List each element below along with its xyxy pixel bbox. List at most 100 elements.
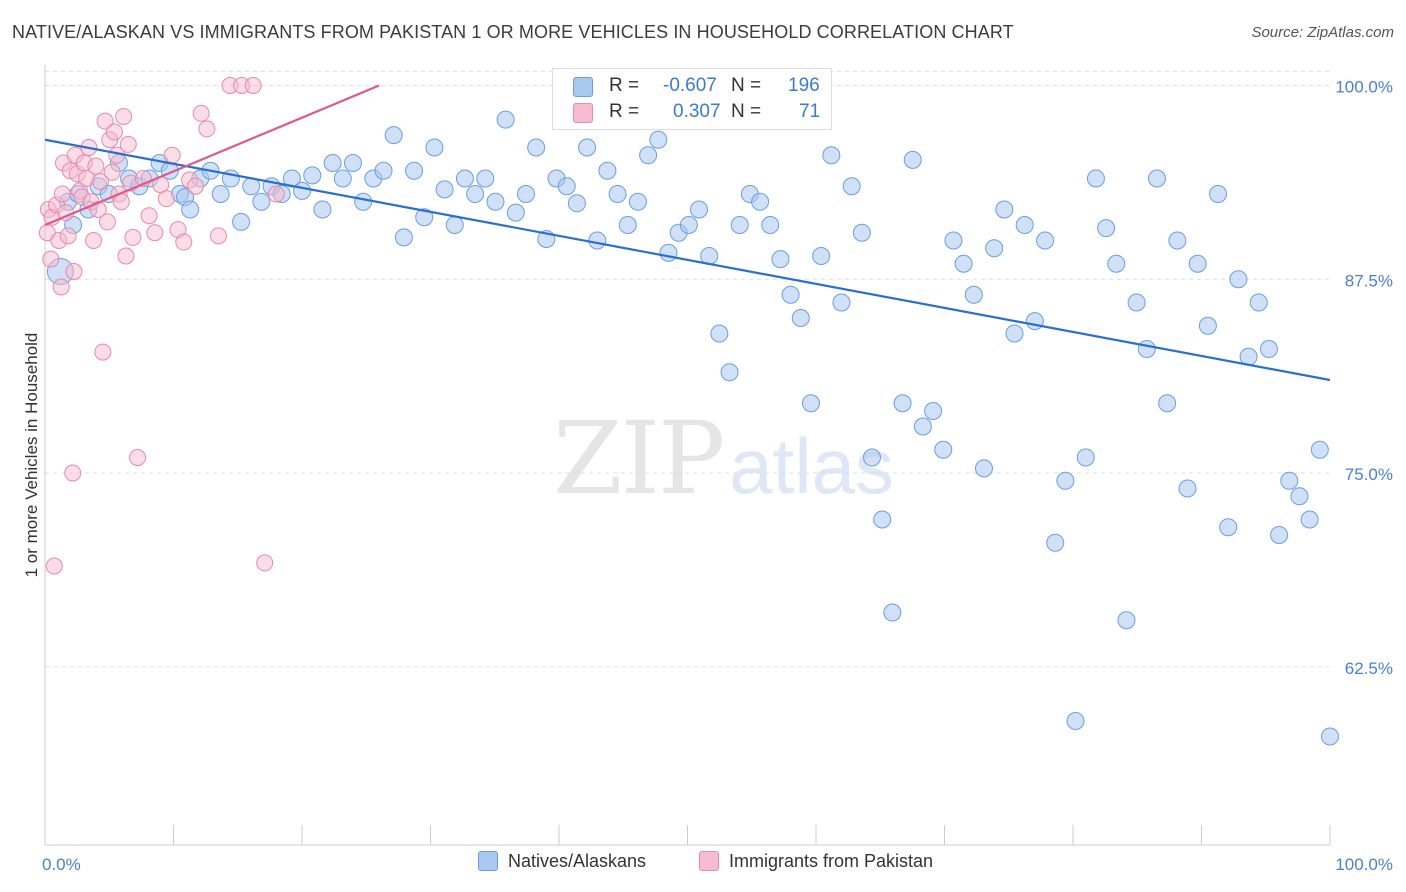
source-label: Source: ZipAtlas.com [1251, 24, 1394, 41]
point-natives [995, 200, 1014, 219]
point-natives [1076, 448, 1095, 467]
point-natives [1005, 324, 1024, 343]
point-natives [791, 309, 810, 327]
point-natives [211, 185, 230, 203]
point-pakistan [175, 233, 193, 251]
point-natives [394, 228, 413, 247]
point-natives [1117, 611, 1136, 630]
bottom-legend-natives: Natives/Alaskans [478, 851, 646, 872]
axes [44, 65, 1331, 846]
watermark-atlas: atlas [729, 422, 895, 510]
legend-n-label: N = [731, 75, 762, 96]
point-natives [608, 185, 627, 203]
point-natives [812, 247, 831, 265]
point-natives [883, 603, 902, 622]
point-natives [1036, 231, 1055, 250]
point-natives [1107, 254, 1126, 273]
point-natives [578, 138, 597, 157]
point-natives [944, 231, 963, 250]
legend-r-label: R = [609, 75, 640, 96]
point-pakistan [103, 163, 121, 181]
point-natives [232, 212, 251, 231]
point-natives [628, 192, 647, 211]
point-pakistan [45, 557, 63, 575]
watermark-zip: ZIP [553, 400, 725, 517]
point-natives [1158, 394, 1177, 413]
point-natives [1086, 169, 1105, 188]
point-natives [730, 216, 749, 234]
point-natives [455, 169, 474, 188]
point-pakistan [244, 77, 262, 94]
point-natives [801, 394, 820, 413]
point-natives [1209, 185, 1228, 203]
point-natives [293, 181, 312, 200]
point-natives [781, 285, 800, 304]
point-natives [425, 138, 444, 157]
point-natives [1178, 479, 1197, 498]
point-natives [333, 169, 352, 188]
legend-r-value: -0.607 [663, 75, 717, 96]
chart-title: NATIVE/ALASKAN VS IMMIGRANTS FROM PAKIST… [12, 22, 1014, 42]
legend-n-label: N = [731, 101, 762, 122]
point-natives [476, 169, 495, 188]
point-natives [557, 177, 576, 196]
point-natives [771, 250, 790, 269]
point-natives [1290, 487, 1309, 506]
point-natives [751, 192, 770, 211]
point-pakistan [94, 343, 112, 361]
x-tick-label: 0.0% [42, 855, 81, 874]
point-natives [903, 150, 922, 169]
point-natives [313, 200, 332, 219]
point-natives [822, 146, 841, 165]
point-natives [1219, 518, 1238, 537]
point-natives [527, 138, 546, 157]
point-natives [496, 110, 515, 129]
trend-line-natives [44, 138, 1331, 382]
point-natives [639, 146, 658, 165]
point-pakistan [105, 123, 123, 141]
point-pakistan [119, 135, 137, 153]
legend-r-label: R = [609, 101, 640, 122]
point-natives [934, 440, 953, 459]
point-pakistan [64, 464, 82, 482]
point-natives [1280, 471, 1299, 490]
legend-n-value: 71 [799, 101, 821, 122]
point-pakistan [53, 185, 71, 203]
point-pakistan [92, 173, 110, 191]
point-pakistan [146, 224, 164, 242]
series-pakistan-points [38, 77, 285, 575]
point-pakistan [65, 263, 83, 280]
point-natives [445, 216, 464, 234]
point-pakistan [117, 247, 135, 265]
point-pakistan [129, 449, 147, 466]
point-natives [1259, 340, 1278, 358]
point-natives [954, 254, 973, 273]
point-natives [842, 177, 861, 196]
series-natives-points [46, 110, 1339, 746]
point-natives [588, 231, 607, 250]
point-natives [1188, 254, 1207, 273]
legend-n-value: 196 [788, 75, 820, 96]
point-natives [924, 402, 943, 420]
point-natives [415, 208, 434, 227]
trend-line-pakistan [44, 84, 380, 227]
point-natives [354, 192, 373, 211]
point-natives [598, 161, 617, 180]
point-natives [832, 293, 851, 312]
point-natives [1321, 727, 1339, 746]
point-natives [618, 216, 637, 234]
bottom-legend-label: Natives/Alaskans [508, 851, 647, 871]
y-tick-label: 75.0% [1345, 465, 1393, 484]
point-natives [1097, 219, 1116, 238]
point-pakistan [87, 157, 105, 175]
point-pakistan [124, 228, 142, 246]
point-natives [1249, 293, 1268, 312]
point-natives [506, 203, 525, 222]
point-natives [517, 185, 536, 203]
point-natives [486, 192, 505, 211]
point-natives [405, 161, 424, 180]
point-natives [181, 200, 200, 219]
point-pakistan [85, 232, 103, 249]
point-natives [1198, 316, 1217, 335]
point-natives [720, 363, 739, 382]
